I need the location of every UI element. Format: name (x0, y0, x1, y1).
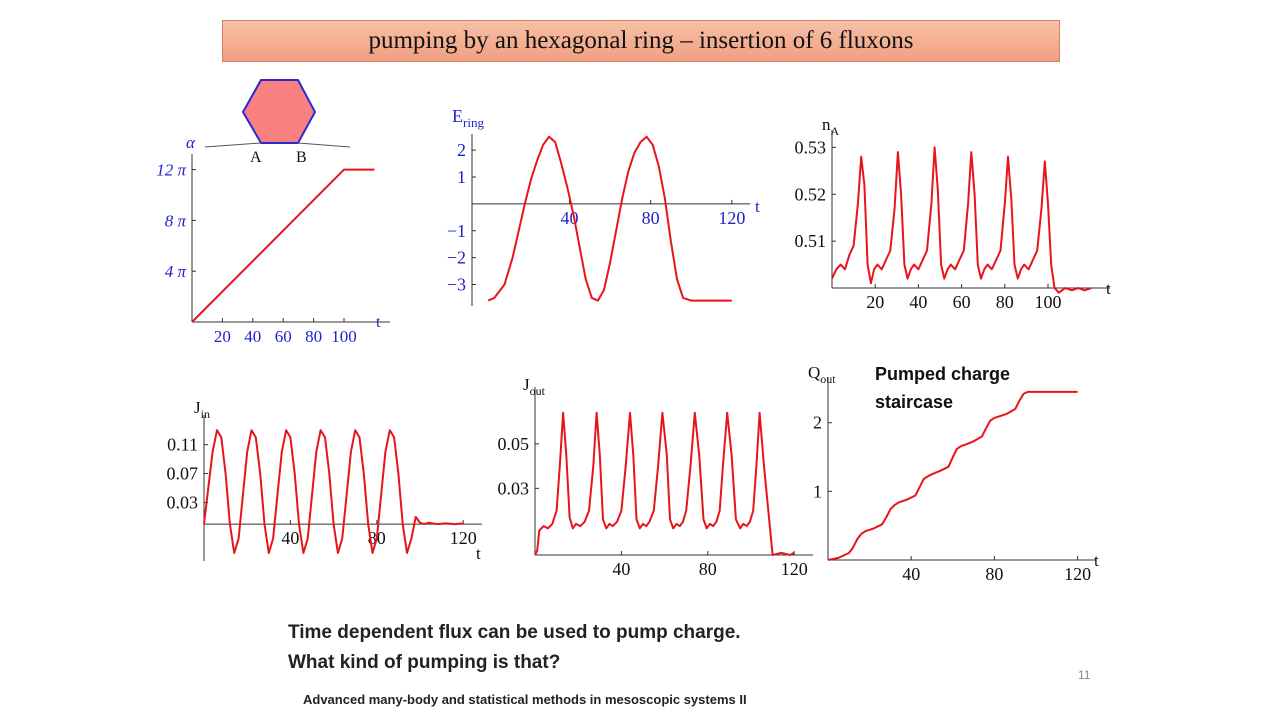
label-b: B (296, 149, 307, 166)
y-tick-label: 0.03 (167, 492, 199, 512)
alpha-vs-t-chart: 20 40 60 80 100 4 π 8 π 12 π α t (156, 133, 390, 346)
lead-wire (204, 142, 351, 148)
x-axis-label: t (755, 197, 760, 216)
x-tick-label: 40 (909, 292, 927, 312)
x-axis-label: t (1106, 279, 1111, 298)
series-line (827, 390, 1078, 561)
x-tick-label: 40 (281, 528, 299, 548)
callout-line-2: staircase (875, 392, 954, 412)
y-tick-label: −2 (447, 248, 466, 268)
page-number: 11 (1078, 668, 1091, 682)
x-tick-label: 20 (214, 327, 231, 346)
x-tick-label: 80 (985, 564, 1003, 584)
x-axis-label: t (376, 314, 381, 331)
y-axis-label: Qout (808, 363, 836, 386)
slide-title: pumping by an hexagonal ring – insertion… (222, 20, 1060, 62)
y-axis-label: Jin (194, 398, 210, 421)
x-tick-label: 40 (612, 559, 630, 579)
x-tick-label: 80 (699, 559, 717, 579)
series-line (487, 135, 732, 302)
series-line (831, 146, 1092, 294)
y-axis-label: Ering (452, 106, 484, 130)
question-line-1: Time dependent flux can be used to pump … (288, 622, 741, 643)
x-tick-label: 100 (1035, 292, 1062, 312)
x-tick-label: 120 (718, 208, 745, 228)
y-axis-label: α (186, 133, 196, 152)
x-tick-label: 80 (642, 208, 660, 228)
label-a: A (250, 149, 262, 166)
y-tick-label: 12 π (156, 161, 186, 180)
q-out-chart: 40 80 120 1 2 Qout t (808, 363, 1099, 584)
x-tick-label: 60 (953, 292, 971, 312)
pumped-charge-callout: Pumped charge staircase (875, 360, 1010, 416)
y-tick-label: 8 π (165, 211, 187, 230)
y-tick-label: 4 π (165, 262, 187, 281)
y-tick-label: 0.03 (498, 478, 530, 498)
n-a-chart: 20 40 60 80 100 0.51 0.52 0.53 nA t (795, 115, 1112, 312)
y-tick-label: −1 (447, 221, 466, 241)
series-line (203, 429, 464, 554)
x-tick-label: 60 (275, 327, 292, 346)
y-tick-label: 2 (813, 413, 822, 433)
hexagon-ring-diagram: A B (204, 79, 351, 166)
y-tick-label: 0.05 (498, 434, 530, 454)
x-tick-label: 20 (866, 292, 884, 312)
question-text: Time dependent flux can be used to pump … (288, 618, 741, 678)
callout-line-1: Pumped charge (875, 364, 1011, 384)
y-tick-label: 1 (813, 481, 822, 501)
y-tick-label: 0.11 (167, 435, 198, 455)
x-tick-label: 100 (331, 327, 357, 346)
x-tick-label: 80 (305, 327, 322, 346)
series-line (191, 168, 375, 323)
y-axis-label: Jout (523, 375, 546, 398)
x-axis-label: t (1094, 551, 1099, 570)
j-out-chart: 40 80 120 0.03 0.05 Jout (498, 375, 813, 579)
y-tick-label: 0.53 (795, 137, 827, 157)
footer-text: Advanced many-body and statistical metho… (303, 692, 747, 707)
x-tick-label: 40 (902, 564, 920, 584)
x-tick-label: 120 (450, 528, 477, 548)
x-tick-label: 40 (244, 327, 261, 346)
series-line (534, 411, 795, 556)
y-tick-label: 0.51 (795, 231, 827, 251)
y-tick-label: 0.07 (167, 464, 199, 484)
x-tick-label: 120 (1064, 564, 1091, 584)
question-line-2: What kind of pumping is that? (288, 652, 561, 673)
y-tick-label: 0.52 (795, 184, 827, 204)
y-axis-label: nA (822, 115, 840, 138)
y-tick-label: 2 (457, 140, 466, 160)
x-tick-label: 120 (781, 559, 808, 579)
x-tick-label: 80 (996, 292, 1014, 312)
y-tick-label: −3 (447, 275, 466, 295)
y-tick-label: 1 (457, 167, 466, 187)
x-axis-label: t (476, 544, 481, 563)
